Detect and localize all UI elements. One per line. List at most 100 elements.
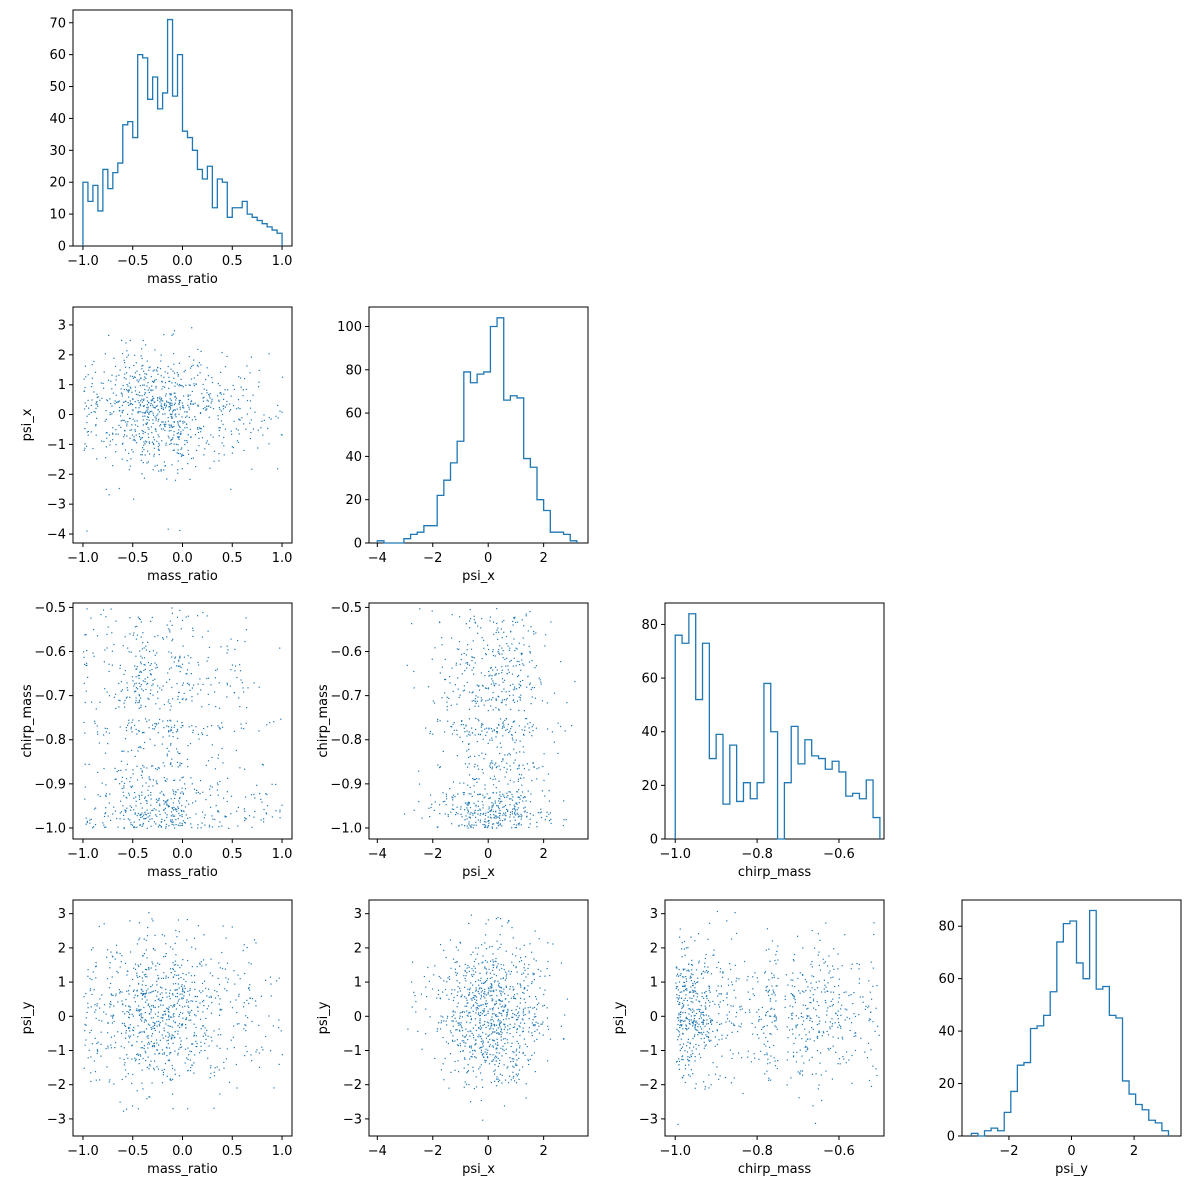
scatter-point [114,810,117,812]
scatter-point [175,399,177,401]
scatter-point [495,815,497,817]
scatter-point [167,672,169,674]
scatter-point [128,651,130,653]
scatter-point [222,925,224,927]
scatter-point [134,354,136,356]
scatter-point [106,437,108,439]
scatter-point [517,813,519,816]
scatter-point [133,376,135,378]
scatter-point [195,1040,197,1042]
scatter-point [509,804,511,806]
scatter-point [506,796,508,798]
scatter-point [175,1008,177,1010]
scatter-point [518,709,520,711]
scatter-point [172,449,174,451]
scatter-point [121,353,124,355]
scatter-point [191,365,193,367]
scatter-point [160,470,162,472]
scatter-point [485,948,488,950]
scatter-point [158,1020,160,1022]
scatter-point [128,1005,130,1007]
scatter-point [553,692,556,694]
scatter-point [143,953,145,955]
scatter-point [157,373,159,375]
scatter-point [560,725,562,728]
scatter-point [702,1011,704,1013]
scatter-point [142,462,144,464]
scatter-point [722,1000,724,1002]
scatter-point [511,1058,513,1060]
scatter-point [492,1046,495,1048]
scatter-point [111,388,113,390]
scatter-point [515,1009,517,1011]
scatter-point [497,1015,499,1017]
scatter-point [806,1016,809,1018]
scatter-point [454,1011,456,1013]
scatter-point [491,739,493,741]
scatter-point [158,1031,160,1033]
scatter-point [469,1046,471,1048]
scatter-point [562,1037,565,1040]
scatter-point [124,400,127,402]
hist-psi_y-xtick-label: −2 [999,1144,1018,1159]
scatter-point [153,455,155,457]
scatter-mass_ratio-chirp_mass-ytick-label: −0.8 [34,733,66,748]
scatter-point [135,393,137,395]
scatter-point [112,956,114,958]
scatter-point [497,1020,499,1022]
scatter-point [147,1004,149,1006]
scatter-point [477,765,479,767]
scatter-point [182,725,184,727]
scatter-point [475,1076,477,1078]
scatter-point [233,692,235,694]
scatter-point [481,699,483,701]
scatter-point [166,1040,168,1042]
scatter-point [188,408,190,410]
scatter-point [502,759,504,761]
scatter-point [154,1024,156,1026]
scatter-point [474,812,476,814]
scatter-point [486,1056,489,1058]
scatter-point [497,1065,499,1067]
scatter-point [466,649,468,651]
scatter-point [431,610,433,612]
scatter-point [181,804,183,807]
scatter-point [104,795,107,797]
scatter-point [523,963,526,965]
scatter-point [157,767,159,769]
scatter-point [231,1007,234,1009]
scatter-point [486,978,488,980]
scatter-point [211,398,213,400]
scatter-point [169,402,171,404]
scatter-point [108,434,111,436]
scatter-point [225,1058,227,1060]
scatter-point [459,987,461,989]
scatter-point [156,995,158,997]
scatter-point [505,971,507,973]
scatter-point [149,738,151,740]
scatter-point [164,812,166,814]
scatter-point [536,826,538,828]
scatter-point [497,1057,499,1060]
scatter-point [163,404,165,407]
scatter-point [112,433,114,435]
scatter-point [462,1035,464,1037]
scatter-point [562,824,564,827]
scatter-point [531,982,533,985]
scatter-point [518,1069,521,1071]
scatter-point [124,1024,126,1027]
scatter-point [482,804,484,806]
scatter-point [468,802,471,804]
scatter-point [765,1045,767,1047]
scatter-point [509,754,511,756]
scatter-point [144,993,146,995]
scatter-point [191,1009,193,1011]
scatter-point [494,764,496,766]
scatter-point [486,961,488,963]
scatter-point [507,1066,509,1068]
scatter-point [141,807,143,809]
scatter-point [170,1052,172,1054]
scatter-point [171,416,173,418]
scatter-mass_ratio-chirp_mass-ylabel: chirp_mass [20,684,35,757]
scatter-point [687,1004,689,1006]
